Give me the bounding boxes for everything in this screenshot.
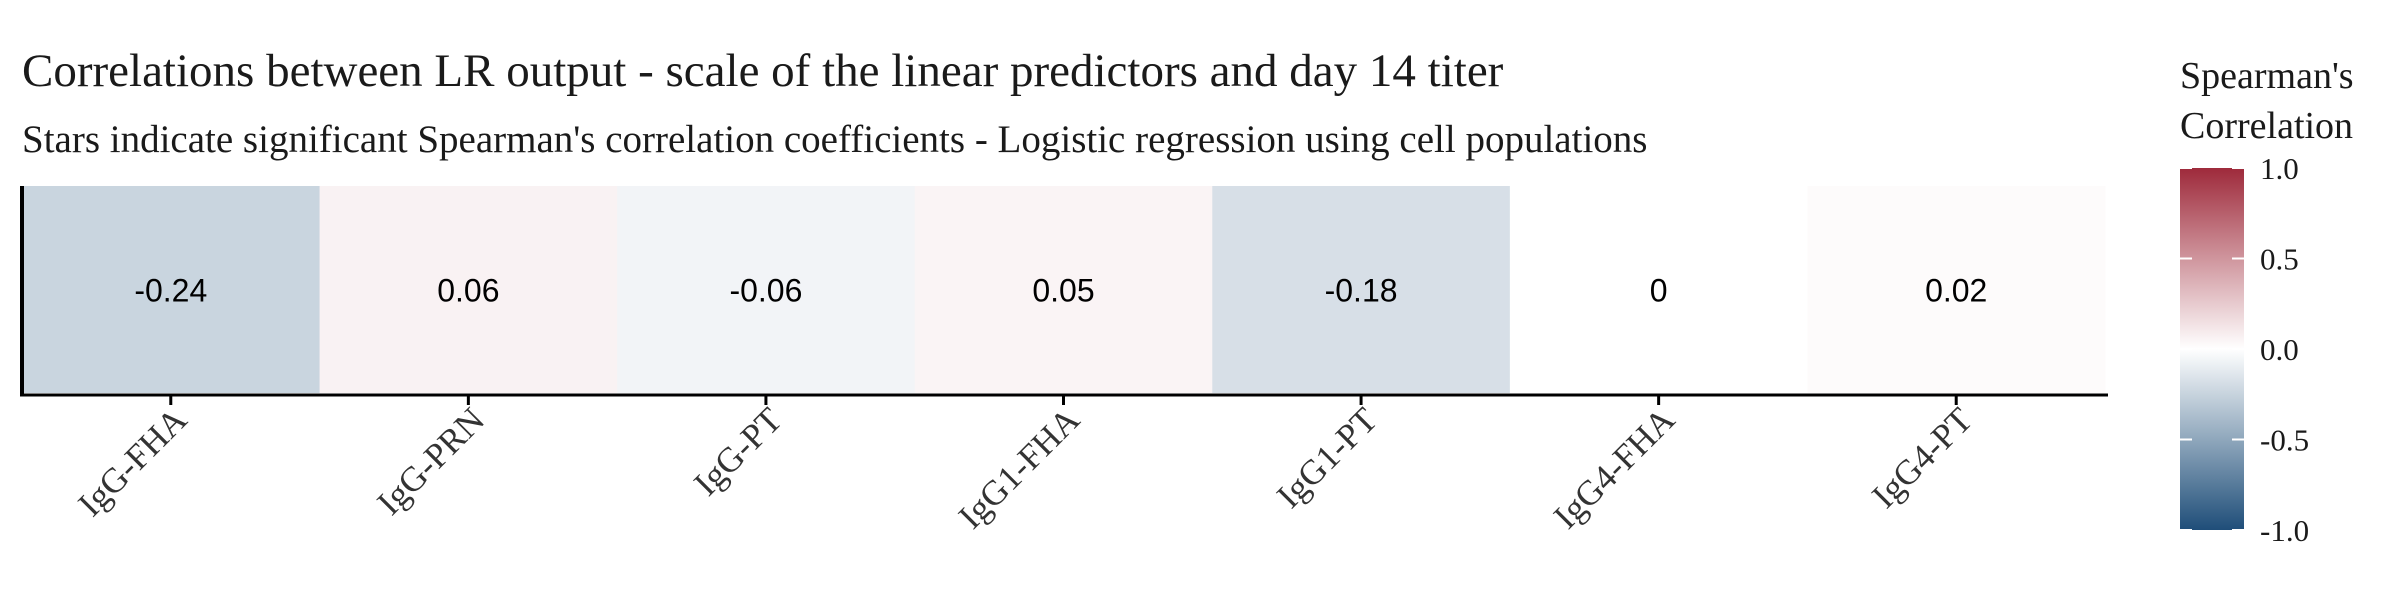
legend-tick-label: 1.0 [2260,151,2299,186]
chart-subtitle: Stars indicate significant Spearman's co… [22,118,1647,161]
legend-title-line2: Correlation [2180,105,2353,147]
legend-tick-label: -1.0 [2260,513,2309,548]
legend-tick-label: 0.0 [2260,332,2299,367]
legend-tick-label: -0.5 [2260,423,2309,458]
tile-value-label: 0.06 [437,273,499,309]
heatmap-tile [319,186,618,393]
tile-value-label: -0.24 [134,273,207,309]
color-legend: Spearman's Correlation 1.0 0.5 0.0 -0.5 -1.0 [2180,55,2354,548]
heatmap-tile [617,186,916,393]
heatmap-tile [1807,186,2106,393]
legend-ticks [2180,167,2244,531]
legend-tick-labels: 1.0 0.5 0.0 -0.5 -1.0 [2260,151,2309,548]
heatmap-tile [1509,186,1808,393]
heatmap-tiles [22,186,2106,393]
tile-value-label: 0.02 [1925,273,1987,309]
heatmap-tile [914,186,1213,393]
heatmap-tile [1212,186,1511,393]
heatmap-tile [22,186,321,393]
x-axis-ticks [169,395,1958,405]
legend-tick-label: 0.5 [2260,242,2299,277]
tile-value-label: -0.06 [729,273,802,309]
tile-value-label: -0.18 [1325,273,1398,309]
tile-value-label: 0.05 [1032,273,1094,309]
legend-title-line1: Spearman's [2180,55,2354,97]
heatmap-value-labels: -0.24 0.06 -0.06 0.05 -0.18 0 0.02 [134,273,1987,309]
chart-title: Correlations between LR output - scale o… [22,45,1504,97]
tile-value-label: 0 [1650,273,1668,309]
